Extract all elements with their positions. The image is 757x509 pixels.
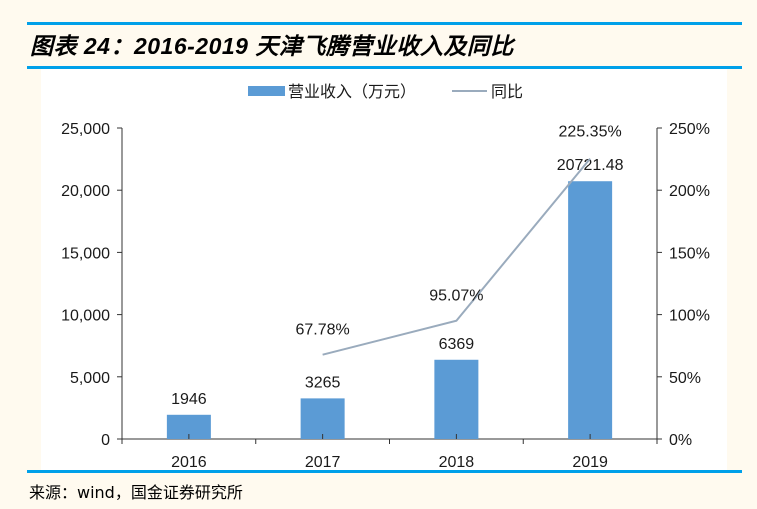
bar <box>300 398 345 439</box>
left-tick-label: 0 <box>101 432 110 449</box>
title-rule <box>27 66 742 69</box>
right-tick-label: 0% <box>669 432 692 449</box>
left-tick-label: 25,000 <box>61 121 110 138</box>
chart-panel <box>41 69 727 470</box>
source-note: 来源：wind，国金证券研究所 <box>29 483 243 502</box>
bottom-rule <box>27 470 742 473</box>
legend-line-label: 同比 <box>491 83 523 101</box>
legend-bar-swatch <box>248 86 285 96</box>
yoy-line <box>322 158 591 356</box>
right-tick-label: 150% <box>669 245 710 262</box>
x-tick-label: 2017 <box>305 454 341 471</box>
x-tick-label: 2016 <box>171 454 207 471</box>
line-data-label: 67.78% <box>295 322 349 339</box>
bar <box>434 359 479 439</box>
legend-bar-label: 营业收入（万元） <box>288 83 416 101</box>
left-tick-label: 5,000 <box>70 370 110 387</box>
right-tick-label: 100% <box>669 308 710 325</box>
bar <box>568 181 613 439</box>
chart-title: 图表 24：2016-2019 天津飞腾营业收入及同比 <box>30 33 514 59</box>
right-tick-label: 200% <box>669 183 710 200</box>
line-data-label: 95.07% <box>429 288 483 305</box>
line-data-label: 225.35% <box>559 124 622 141</box>
bar-data-label: 6369 <box>439 336 475 353</box>
top-rule <box>27 22 742 25</box>
right-tick-label: 250% <box>669 121 710 138</box>
x-tick-label: 2018 <box>439 454 475 471</box>
legend: 营业收入（万元） 同比 <box>248 83 523 101</box>
bar-data-label: 20721.48 <box>557 157 624 174</box>
bar-data-label: 1946 <box>171 391 207 408</box>
left-tick-label: 20,000 <box>61 183 110 200</box>
left-tick-label: 10,000 <box>61 308 110 325</box>
right-tick-label: 50% <box>669 370 701 387</box>
x-tick-label: 2019 <box>572 454 608 471</box>
left-tick-label: 15,000 <box>61 245 110 262</box>
bar-data-label: 3265 <box>305 374 341 391</box>
